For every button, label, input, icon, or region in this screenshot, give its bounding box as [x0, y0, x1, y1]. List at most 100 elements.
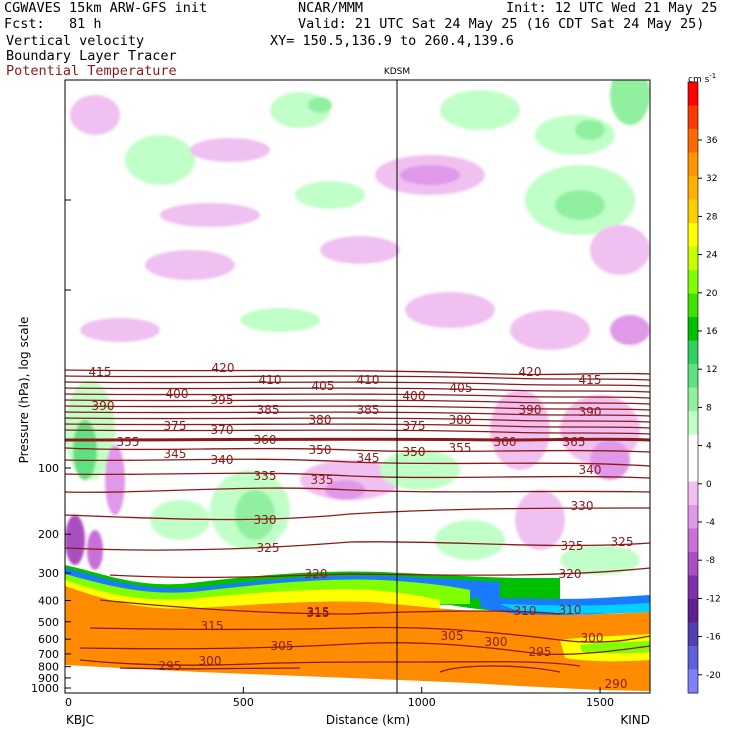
colorbar-swatch: [688, 646, 698, 670]
y-tick-label: 900: [38, 672, 59, 685]
isentrope-label: 360: [254, 433, 277, 447]
colorbar-tick-label: 12: [706, 365, 717, 375]
isentrope-label: 385: [357, 403, 380, 417]
colorbar-swatch: [688, 505, 698, 529]
colorbar-swatch: [688, 434, 698, 459]
isentrope-label: 310: [559, 603, 582, 617]
y-tick-label: 800: [38, 661, 59, 674]
station-left-label: KBJC: [66, 713, 94, 727]
isentrope-label: 360: [494, 435, 517, 449]
colorbar-swatch: [688, 669, 698, 694]
y-tick-label: 600: [38, 633, 59, 646]
model-title: CGWAVES 15km ARW-GFS init: [4, 0, 208, 16]
isentrope-label: 300: [199, 654, 222, 668]
colorbar-tick-label: 24: [706, 251, 718, 261]
shaded-fields: [65, 80, 650, 693]
colorbar-swatch: [688, 575, 698, 600]
isentrope-label: 325: [561, 539, 584, 553]
colorbar-tick-label: 20: [706, 289, 718, 299]
colorbar-swatch: [688, 270, 698, 294]
colorbar-tick-label: -16: [706, 633, 721, 643]
isentrope-label: 385: [257, 403, 280, 417]
colorbar: 36 32 28 24 20 16 12 8 4 0 -4 -8 -12 -16 -20: [687, 81, 721, 694]
org-label: NCAR/MMM: [298, 0, 364, 16]
colorbar-swatch: [688, 223, 698, 247]
colorbar-swatch: [688, 293, 698, 318]
forecast-hour: Fcst: 81 h: [4, 16, 102, 32]
isentrope-label: 355: [449, 441, 472, 455]
isentrope-label: 315: [307, 606, 330, 620]
isentrope-label: 395: [211, 393, 234, 407]
y-tick-label: 400: [38, 594, 59, 607]
colorbar-frame: [687, 81, 699, 694]
y-tick-label: 700: [38, 648, 59, 661]
colorbar-swatch: [688, 599, 698, 623]
colorbar-swatch: [688, 481, 698, 506]
colorbar-tick-label: 4: [706, 442, 712, 452]
isentrope-label: 390: [92, 399, 115, 413]
colorbar-swatch: [688, 622, 698, 647]
valid-time: Valid: 21 UTC Sat 24 May 25 (16 CDT Sat …: [298, 16, 705, 32]
isentrope-label: 315: [201, 619, 224, 633]
isentrope-label: 325: [611, 535, 634, 549]
field-boundary-layer-tracer: Boundary Layer Tracer: [6, 48, 177, 64]
colorbar-units-text: cm s: [688, 75, 710, 85]
isentrope-label: 420: [519, 365, 542, 379]
isentrope-label: 335: [311, 473, 334, 487]
isentrope-label: 420: [212, 361, 235, 375]
isentrope-label: 290: [605, 677, 628, 691]
isentrope-label: 400: [403, 389, 426, 403]
isentrope-label: 305: [271, 639, 294, 653]
isentrope-label: 410: [259, 373, 282, 387]
station-mid-label: KDSM: [384, 67, 410, 77]
x-tick-label: 500: [233, 696, 254, 709]
isentrope-label: 295: [159, 659, 182, 673]
init-time: Init: 12 UTC Wed 21 May 25: [506, 0, 718, 16]
isentrope-label: 365: [563, 435, 586, 449]
colorbar-swatch: [688, 317, 698, 341]
x-tick-label: 1000: [408, 696, 436, 709]
x-tick-label: 1500: [586, 696, 614, 709]
isentrope-label: 405: [450, 381, 473, 395]
isentropes: [65, 369, 650, 673]
velocity-blobs: [65, 80, 650, 575]
isentrope-label: 390: [519, 403, 542, 417]
isentrope-label: 350: [309, 443, 332, 457]
cross-section-xy: XY= 150.5,136.9 to 260.4,139.6: [270, 33, 514, 49]
colorbar-tick-label: -20: [706, 671, 721, 681]
isentrope-label: 315: [307, 605, 330, 619]
isentrope-label: 380: [449, 413, 472, 427]
colorbar-units-exponent: -1: [709, 72, 716, 80]
field-potential-temperature: Potential Temperature: [6, 63, 177, 79]
isentrope-label: 330: [571, 499, 594, 513]
isentrope-label: 380: [309, 413, 332, 427]
isentrope-label: 335: [254, 469, 277, 483]
y-tick-label: 200: [38, 528, 59, 541]
isentrope-label: 320: [559, 567, 582, 581]
colorbar-units: cm s-1: [688, 72, 716, 85]
isentrope-label: 300: [581, 631, 604, 645]
colorbar-tick-label: -8: [706, 556, 715, 566]
isentrope-label: 415: [89, 365, 112, 379]
isentrope-label: 300: [485, 635, 508, 649]
colorbar-tick-label: -4: [706, 518, 715, 528]
isentrope-label: 340: [211, 453, 234, 467]
x-axis-label: Distance (km): [326, 713, 410, 727]
isentrope-label: 325: [257, 541, 280, 555]
isentrope-label: 410: [357, 373, 380, 387]
isentrope-label: 340: [579, 463, 602, 477]
isentrope-label: 350: [403, 445, 426, 459]
colorbar-swatch: [688, 176, 698, 200]
y-tick-label: 1000: [31, 682, 59, 695]
y-tick-label: 300: [38, 567, 59, 580]
field-vertical-velocity: Vertical velocity: [6, 33, 145, 49]
colorbar-tick-label: 16: [706, 327, 718, 337]
colorbar-swatch: [688, 340, 698, 365]
colorbar-tick-label: 32: [706, 174, 717, 184]
isentrope-label: 405: [312, 379, 335, 393]
station-right-label: KIND: [620, 713, 650, 727]
isentrope-label: 375: [403, 419, 426, 433]
colorbar-swatch: [688, 105, 698, 130]
colorbar-swatch: [688, 528, 698, 553]
terrain: [65, 665, 650, 693]
